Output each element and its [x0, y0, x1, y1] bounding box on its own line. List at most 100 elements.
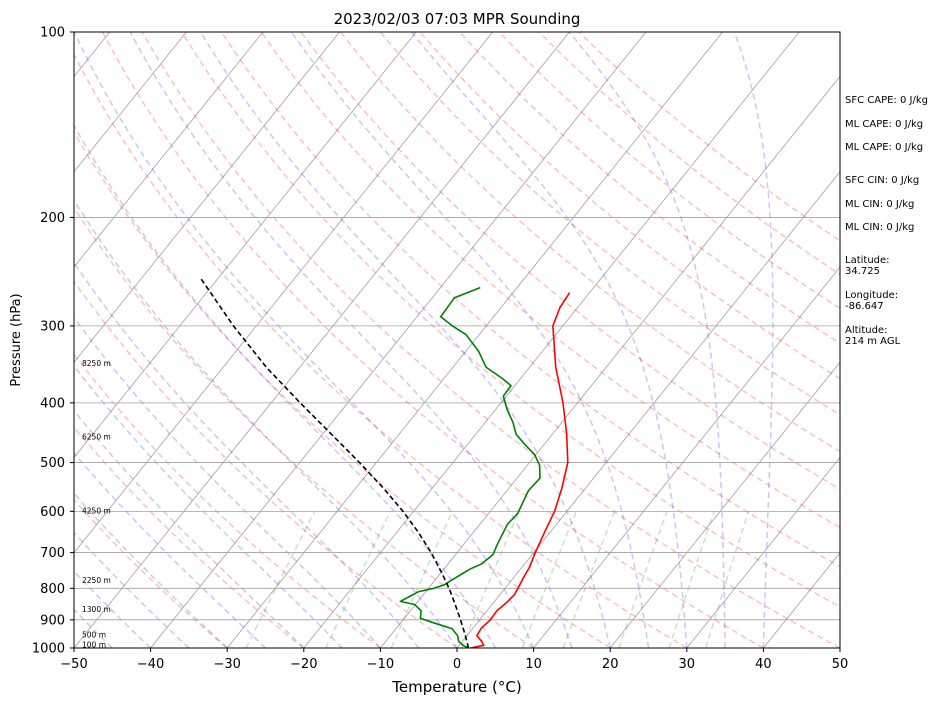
moist-adiabat-line [74, 364, 343, 648]
y-axis-ticks: 100 200 300 400 500 600 700 800 900 1000 [32, 26, 74, 657]
mixing-ratio-line [618, 511, 668, 648]
y-tick-label: 300 [40, 319, 65, 334]
dry-adiabat-line [419, 32, 840, 380]
y-tick-label: 400 [40, 396, 65, 411]
x-tick-label: −10 [367, 657, 394, 672]
moist-adiabat-line [733, 32, 774, 648]
dry-adiabat-line [74, 498, 228, 648]
x-tick-label: −30 [213, 657, 240, 672]
isotherm-line [609, 361, 840, 648]
dry-adiabat-line [74, 280, 458, 648]
isotherm-line [303, 32, 800, 648]
dewpoint-profile [399, 286, 541, 648]
moist-adiabat-line [74, 492, 228, 648]
height-label: 1300 m [82, 605, 111, 614]
height-label: 100 m [82, 640, 106, 649]
moist-adiabat-line [74, 123, 496, 648]
mixing-ratio-line [668, 511, 716, 648]
height-label: 4250 m [82, 506, 111, 515]
isotherm-line [456, 171, 840, 648]
x-axis-ticks: −50 −40 −30 −20 −10 0 10 20 30 40 50 [60, 648, 848, 672]
moist-adiabat-line [129, 32, 573, 648]
x-tick-label: 0 [453, 657, 461, 672]
y-tick-label: 1000 [32, 642, 65, 657]
mu-cape-text: ML CAPE: 0 J/kg [845, 142, 924, 153]
moist-adiabat-line [290, 32, 650, 648]
dry-adiabat-line [459, 32, 840, 345]
parcel-profile [199, 276, 470, 648]
dry-adiabat-line [74, 52, 688, 648]
x-tick-label: −40 [137, 657, 164, 672]
y-tick-label: 600 [40, 505, 65, 520]
x-tick-label: 10 [525, 657, 542, 672]
height-label: 2250 m [82, 576, 111, 585]
isotherm-line [686, 456, 840, 648]
background-lines [74, 32, 840, 648]
altitude-text: Altitude: 214 m AGL [845, 325, 901, 347]
mixing-ratio-line [521, 511, 577, 648]
moist-adiabat-line [74, 531, 190, 648]
chart-title: 2023/02/03 07:03 MPR Sounding [334, 10, 581, 28]
y-tick-label: 100 [40, 26, 65, 41]
isotherm-line [74, 32, 417, 459]
moist-adiabat-line [74, 409, 305, 648]
isotherm-line [150, 32, 647, 648]
mixing-ratio-line [245, 510, 316, 648]
y-axis-label: Pressure (hPa) [9, 293, 24, 386]
dry-adiabat-line [260, 32, 840, 529]
dry-adiabat-line [379, 32, 840, 416]
moist-adiabat-line [74, 32, 535, 648]
moist-adiabat-line [74, 198, 458, 648]
latitude-text: Latitude: 34.725 [845, 255, 890, 277]
moist-adiabat-line [74, 451, 267, 648]
dry-adiabat-line [101, 32, 764, 648]
isotherm-line [74, 32, 264, 268]
mixing-ratio-line [325, 510, 391, 648]
dry-adiabat-line [74, 130, 611, 648]
longitude-text: Longitude: -86.647 [845, 290, 899, 312]
ml-cape-text: ML CAPE: 0 J/kg [845, 119, 924, 130]
y-tick-label: 500 [40, 456, 65, 471]
height-label: 8250 m [82, 359, 111, 368]
isotherm-line [380, 75, 840, 648]
sounding-profiles [199, 276, 571, 648]
mixing-ratio-line [461, 511, 520, 648]
x-tick-label: 20 [602, 657, 619, 672]
moist-adiabat-line [568, 32, 726, 648]
dry-adiabat-line [74, 206, 535, 648]
dry-adiabat-line [220, 32, 840, 568]
sfc-cin-text: SFC CIN: 0 J/kg [845, 175, 920, 186]
dry-adiabat-line [74, 353, 381, 648]
moist-adiabat-line [74, 261, 420, 648]
y-tick-label: 700 [40, 546, 65, 561]
y-tick-label: 800 [40, 582, 65, 597]
moist-adiabat-line [74, 570, 152, 648]
temperature-profile [470, 292, 571, 648]
isotherm-line [74, 32, 340, 363]
mu-cin-text: ML CIN: 0 J/kg [845, 222, 915, 233]
isotherm-line [74, 32, 570, 648]
height-label: 6250 m [82, 432, 111, 441]
isotherm-line [226, 32, 723, 648]
moist-adiabat-line [199, 32, 611, 648]
dry-adiabat-line [181, 32, 840, 608]
y-tick-label: 200 [40, 211, 65, 226]
moist-adiabat-line [74, 315, 381, 648]
ml-cin-text: ML CIN: 0 J/kg [845, 199, 915, 210]
x-tick-label: 30 [679, 657, 696, 672]
sfc-cape-text: SFC CAPE: 0 J/kg [845, 95, 928, 106]
x-tick-label: −50 [60, 657, 87, 672]
mixing-ratio-line [562, 511, 616, 648]
x-tick-label: 40 [755, 657, 772, 672]
isotherm-line [533, 266, 840, 648]
moist-adiabat-line [410, 32, 688, 648]
x-tick-label: −20 [290, 657, 317, 672]
x-tick-label: 50 [832, 657, 849, 672]
dry-adiabat-line [141, 32, 840, 648]
isotherm-line [74, 32, 187, 173]
x-axis-label: Temperature (°C) [391, 678, 521, 696]
height-label: 500 m [82, 631, 106, 640]
y-tick-label: 900 [40, 613, 65, 628]
